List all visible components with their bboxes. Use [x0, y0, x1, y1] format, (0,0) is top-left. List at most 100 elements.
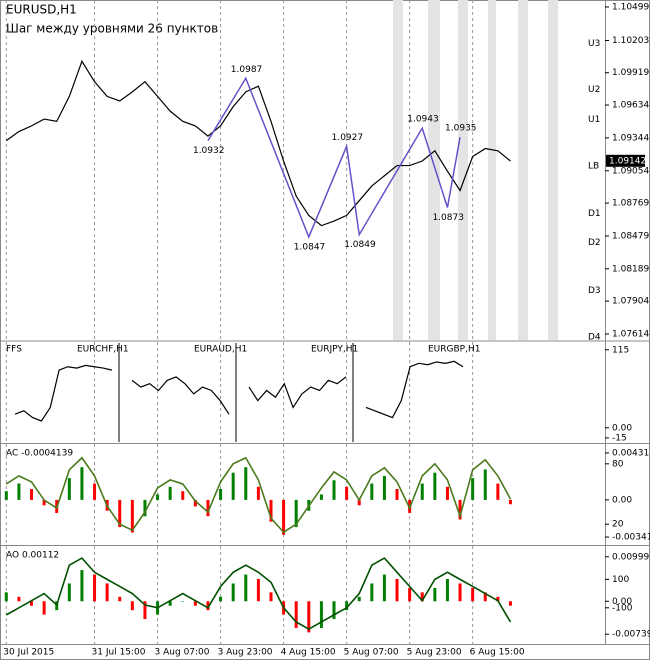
- histogram-bar: [4, 592, 8, 602]
- histogram-bar: [319, 494, 323, 500]
- histogram-bar: [219, 596, 223, 602]
- histogram-bar: [256, 486, 260, 500]
- zigzag-label: 1.0847: [294, 242, 326, 252]
- histogram-bar: [395, 489, 399, 500]
- level-label: U3: [588, 39, 600, 49]
- histogram-bar: [307, 601, 311, 633]
- histogram-bar: [30, 489, 34, 500]
- y-tick-label: 1.07904: [612, 297, 649, 307]
- histogram-bar: [231, 472, 235, 500]
- histogram-bar: [508, 601, 512, 606]
- zigzag-label: 1.0932: [193, 146, 225, 156]
- series-line: [14, 364, 113, 422]
- histogram-bar: [420, 592, 424, 602]
- histogram-bar: [382, 475, 386, 500]
- y-tick-label: 1.09054: [612, 166, 649, 176]
- zigzag-label: 1.0927: [332, 133, 364, 143]
- zigzag-label: 1.0873: [432, 213, 464, 223]
- x-tick-label: 5 Aug 23:00: [407, 648, 462, 658]
- zigzag-label: 1.0987: [231, 65, 263, 75]
- histogram-bar: [93, 574, 97, 602]
- histogram-bar: [206, 499, 210, 517]
- y-tick-label: 0.009991: [612, 552, 650, 562]
- level-label: U2: [588, 85, 600, 95]
- indicator-line: [5, 557, 512, 631]
- histogram-bar: [256, 579, 260, 602]
- x-tick-label: 31 Jul 15:00: [92, 648, 146, 658]
- histogram-bar: [30, 601, 34, 606]
- zigzag: [207, 76, 461, 239]
- histogram-bar: [143, 601, 147, 620]
- histogram-bar: [357, 499, 361, 506]
- last-price-box: [606, 154, 645, 167]
- histogram-bar: [67, 478, 71, 500]
- histogram-bar: [345, 601, 349, 611]
- histogram-bar: [445, 579, 449, 602]
- histogram-bar: [118, 596, 122, 602]
- series-line: [365, 360, 464, 419]
- level-label: LB: [588, 162, 599, 172]
- x-tick-label: 6 Aug 15:00: [470, 648, 525, 658]
- level-label: D3: [588, 286, 601, 296]
- y-tick-label: 0.00: [612, 597, 632, 607]
- histogram-bar: [269, 592, 273, 602]
- y-tick-label: -15: [612, 433, 627, 443]
- histogram-bar: [168, 601, 172, 606]
- y-tick-label: 0.00: [612, 495, 632, 505]
- level-label: D1: [588, 209, 601, 219]
- histogram-bar: [471, 587, 475, 602]
- histogram-bar: [105, 583, 109, 602]
- histogram-bar: [332, 480, 336, 500]
- histogram-bar: [433, 587, 437, 602]
- x-tick-label: 30 Jul 2015: [3, 648, 54, 658]
- histogram-bar: [496, 596, 500, 602]
- histogram-bar: [130, 601, 134, 611]
- histogram-bar: [80, 570, 84, 602]
- y-tick-label: 1.10499: [612, 2, 649, 12]
- y-tick-label: 1.09344: [612, 133, 649, 143]
- y-tick-label: 1.10203: [612, 36, 649, 46]
- y-tick-label: 1.09634: [612, 101, 649, 111]
- chart-subtitle: Шаг между уровнями 26 пунктов: [6, 22, 218, 36]
- panel-title: AO 0.00112: [6, 551, 59, 561]
- histogram-bar: [483, 592, 487, 602]
- zigzag-label: 1.0943: [407, 115, 439, 125]
- histogram-bar: [471, 478, 475, 500]
- histogram-bar: [370, 483, 374, 500]
- histogram-bar: [168, 486, 172, 500]
- histogram-bar: [508, 499, 512, 505]
- histogram-bar: [219, 489, 223, 500]
- histogram-bar: [130, 499, 134, 533]
- series-label: EURJPY,H1: [311, 345, 358, 355]
- y-tick-label: 0.004311: [612, 448, 650, 458]
- histogram-bar: [458, 583, 462, 602]
- y-tick-label: 115: [612, 345, 629, 355]
- y-tick-label: 1.08479: [612, 231, 649, 241]
- series-label: EURGBP,H1: [428, 345, 480, 355]
- histogram-bar: [294, 601, 298, 628]
- histogram-bar: [80, 467, 84, 500]
- histogram-bar: [332, 601, 336, 620]
- chart-title: EURUSD,H1: [6, 3, 77, 17]
- histogram-bar: [156, 494, 160, 500]
- series-line: [131, 376, 230, 415]
- indicator-line: [5, 456, 512, 534]
- level-label: D4: [588, 333, 601, 343]
- x-tick-label: 3 Aug 23:00: [218, 648, 273, 658]
- y-tick-label: 80: [612, 459, 624, 469]
- histogram-bar: [496, 483, 500, 500]
- histogram-bar: [294, 499, 298, 528]
- histogram-bar: [244, 467, 248, 500]
- x-tick-label: 5 Aug 07:00: [344, 648, 399, 658]
- histogram-bar: [357, 596, 361, 602]
- histogram-bar: [408, 587, 412, 602]
- histogram-bar: [244, 574, 248, 602]
- zigzag-label: 1.0935: [445, 124, 477, 134]
- y-tick-label: 100: [612, 575, 629, 585]
- series-label: EURAUD,H1: [194, 345, 247, 355]
- histogram-bar: [420, 483, 424, 500]
- panel-title: FFS: [6, 345, 22, 355]
- series-line: [248, 376, 347, 409]
